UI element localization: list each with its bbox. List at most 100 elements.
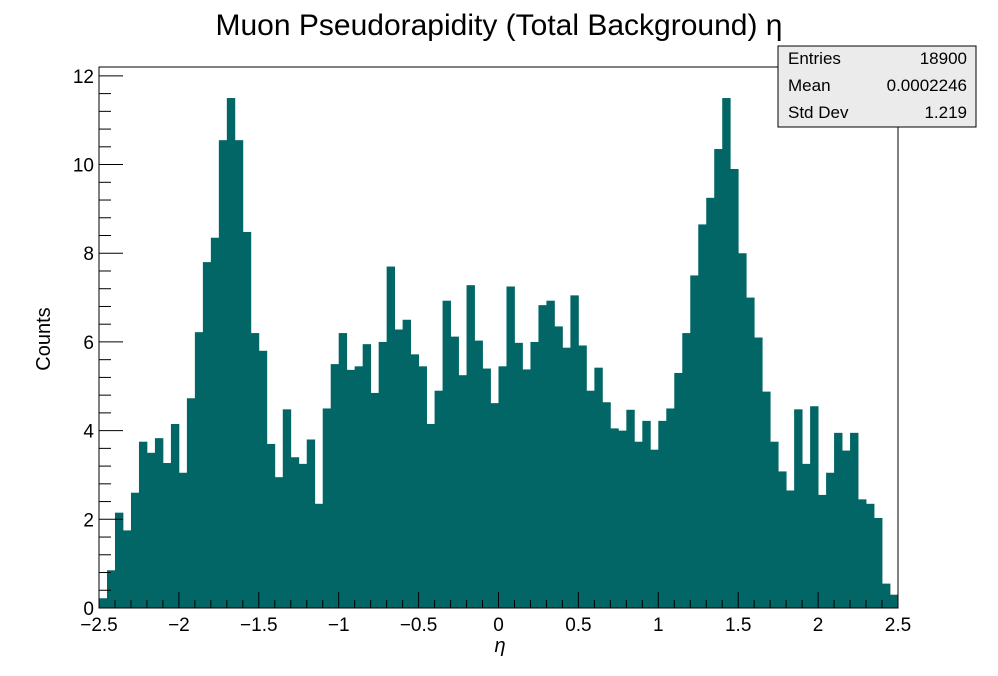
histogram-bar — [370, 392, 380, 608]
histogram-bar — [258, 350, 268, 608]
histogram-bar — [562, 347, 571, 608]
histogram-bar — [810, 406, 819, 608]
y-tick-label: 12 — [73, 67, 94, 88]
stats-entries-value: 18900 — [920, 49, 967, 68]
histogram-bar — [794, 409, 803, 608]
histogram-bar — [586, 390, 595, 608]
histogram-bar — [410, 354, 419, 608]
histogram-bar — [666, 408, 675, 608]
histogram-bar — [866, 503, 875, 608]
histogram-bar — [874, 517, 883, 608]
stats-box: Entries 18900 Mean 0.0002246 Std Dev 1.2… — [777, 45, 977, 128]
histogram-bar — [850, 432, 859, 608]
histogram-bar — [834, 432, 843, 608]
y-tick-label: 4 — [83, 422, 94, 443]
x-tick-label: 0.5 — [565, 615, 591, 636]
y-tick-label: 2 — [83, 510, 94, 531]
histogram-bar — [722, 98, 731, 608]
histogram-bar — [130, 492, 140, 608]
histogram-bar — [362, 344, 372, 608]
histogram-bar — [650, 449, 659, 608]
histogram-bars — [99, 98, 899, 609]
histogram-bar — [770, 441, 779, 608]
histogram-bar — [162, 462, 172, 608]
histogram-bar — [842, 450, 851, 608]
histogram-bar — [674, 372, 683, 608]
histogram-bar — [330, 364, 340, 608]
histogram-bar — [714, 149, 723, 609]
histogram-bar — [274, 477, 284, 608]
x-tick-label: −1 — [328, 615, 350, 636]
histogram-bar — [442, 300, 451, 608]
stats-mean-label: Mean — [788, 76, 831, 95]
histogram-bar — [786, 490, 795, 608]
histogram-bar — [170, 423, 180, 608]
y-tick-label: 8 — [83, 244, 94, 265]
x-tick-label: 1.5 — [725, 615, 751, 636]
histogram-bar — [234, 140, 244, 608]
histogram-bar — [99, 598, 108, 608]
x-tick-label: −0.5 — [400, 615, 438, 636]
histogram-bar — [730, 168, 739, 608]
histogram-bar — [314, 503, 324, 608]
histogram-bar — [858, 499, 867, 608]
histogram-bar — [642, 420, 651, 608]
histogram-bar — [226, 98, 236, 608]
histogram-bar — [266, 443, 276, 608]
histogram-bar — [394, 329, 404, 608]
histogram-bar — [402, 319, 412, 608]
y-tick-label: 10 — [73, 156, 94, 177]
histogram-bar — [618, 430, 627, 608]
x-tick-label: 0 — [493, 615, 504, 636]
histogram-bar — [818, 494, 827, 608]
histogram-bar — [242, 231, 252, 608]
y-axis-title: Counts — [33, 307, 55, 370]
histogram-bar — [498, 366, 507, 608]
histogram-bar — [186, 398, 196, 608]
stats-mean-value: 0.0002246 — [887, 76, 967, 95]
axes: −2.5 −2 −1.5 −1 −0.5 0 0.5 1 1.5 2 2.5 0 2 4 6 8 10 12 — [73, 66, 911, 636]
histogram-bar — [538, 305, 547, 608]
histogram-bar — [570, 295, 579, 608]
histogram-bar — [882, 583, 891, 608]
histogram-bar — [298, 463, 308, 608]
histogram-bar — [746, 297, 755, 608]
histogram-bar — [474, 340, 483, 608]
histogram-bar — [778, 471, 787, 608]
histogram-bar — [754, 337, 763, 608]
x-tick-label: −1.5 — [240, 615, 278, 636]
histogram-bar — [578, 345, 587, 608]
histogram-bar — [418, 366, 427, 608]
histogram-bar — [602, 402, 611, 608]
histogram-bar — [354, 366, 364, 608]
x-tick-label: 2 — [813, 615, 824, 636]
stats-entries-label: Entries — [788, 49, 841, 68]
histogram-bar — [626, 409, 635, 608]
histogram-bar — [346, 369, 356, 608]
histogram-bar — [178, 472, 188, 608]
histogram-bar — [802, 463, 811, 608]
histogram-bar — [690, 275, 699, 608]
x-tick-label: −2 — [168, 615, 190, 636]
histogram-bar — [154, 438, 164, 608]
histogram-bar — [306, 439, 316, 608]
histogram-bar — [490, 403, 499, 608]
histogram-bar — [658, 420, 667, 608]
histogram-bar — [378, 341, 388, 608]
histogram-bar — [146, 452, 156, 608]
histogram-bar — [458, 375, 467, 608]
histogram-bar — [594, 367, 603, 608]
histogram-bar — [546, 300, 555, 608]
x-tick-label: −2.5 — [80, 615, 118, 636]
stats-box-frame — [777, 45, 977, 128]
histogram-bar — [530, 341, 539, 608]
histogram-bar — [434, 390, 443, 608]
chart-title: Muon Pseudorapidity (Total Background) η — [216, 9, 783, 42]
histogram-bar — [250, 333, 260, 608]
histogram-bar — [290, 457, 300, 608]
histogram-bar — [218, 140, 228, 608]
histogram-bar — [202, 262, 212, 608]
histogram-bar — [210, 237, 220, 608]
histogram-bar — [762, 391, 771, 608]
